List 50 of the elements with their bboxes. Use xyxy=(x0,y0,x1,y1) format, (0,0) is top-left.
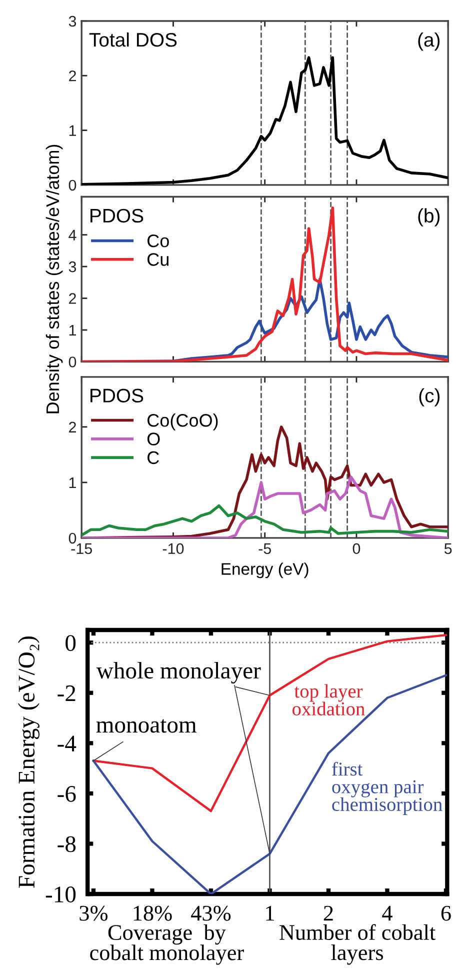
annotation: (a) xyxy=(418,32,440,51)
x-tick-label: 5 xyxy=(444,543,452,554)
y-axis-title: Density of states (states/eV/atom) xyxy=(46,144,63,414)
annotation: PDOS xyxy=(90,208,144,223)
annotation: whole monolayer xyxy=(96,662,261,684)
x-axis-title: Coverage by cobalt monolayer xyxy=(90,924,244,965)
x-tick-label: 0 xyxy=(352,543,360,554)
x-tick-label: 1 xyxy=(266,906,274,921)
y-tick-label: -10 xyxy=(46,886,76,902)
y-tick-label: 1 xyxy=(69,325,76,336)
y-tick-label: 2 xyxy=(69,422,76,432)
text: Number of cobalt layers xyxy=(280,924,436,965)
y-tick-label: 3 xyxy=(68,261,76,272)
y-axis-title: Formation Energy (eV/O₂) xyxy=(18,636,40,888)
y-tick-label: 3 xyxy=(68,16,76,27)
annotation: Total DOS xyxy=(89,32,177,47)
legend-label: C xyxy=(148,451,159,464)
x-tick-label: 43% xyxy=(191,906,231,921)
y-tick-label: -8 xyxy=(58,836,76,852)
legend-label: Co xyxy=(148,234,169,248)
annotation: PDOS xyxy=(90,388,144,402)
annotation: monoatom xyxy=(96,719,196,733)
x-tick-label: -15 xyxy=(71,543,92,554)
series-label: first oxygen pair chemisorption xyxy=(332,762,442,815)
y-tick-label: 2 xyxy=(69,293,76,304)
annotation: (c) xyxy=(419,388,440,406)
x-tick-label: 3% xyxy=(80,906,108,921)
x-tick-label: 6 xyxy=(441,906,451,921)
x-tick-label: 18% xyxy=(134,906,172,921)
x-tick-label: -5 xyxy=(258,543,271,554)
series-label: top layer oxidation xyxy=(292,684,365,716)
legend-label: O xyxy=(147,432,160,446)
y-tick-label: 1 xyxy=(69,125,76,136)
y-tick-label: 2 xyxy=(69,70,76,82)
y-tick-label: 1 xyxy=(69,477,76,488)
y-tick-label: -6 xyxy=(58,786,76,802)
y-tick-label: -4 xyxy=(58,736,76,752)
legend-label: Cu xyxy=(148,253,168,266)
x-tick-label: 2 xyxy=(324,906,333,921)
y-tick-label: 0 xyxy=(68,356,76,368)
y-tick-label: 0 xyxy=(68,532,76,544)
y-tick-label: 0 xyxy=(68,180,76,191)
y-tick-label: 0 xyxy=(66,635,76,652)
legend-label: Co(CoO) xyxy=(148,414,218,430)
x-tick-label: 4 xyxy=(382,906,392,921)
annotation: (b) xyxy=(418,208,440,226)
y-tick-label: -2 xyxy=(58,685,76,702)
y-tick-label: 4 xyxy=(68,230,76,240)
x-tick-label: -10 xyxy=(162,543,184,554)
x-axis-title: Energy (eV) xyxy=(222,562,308,578)
